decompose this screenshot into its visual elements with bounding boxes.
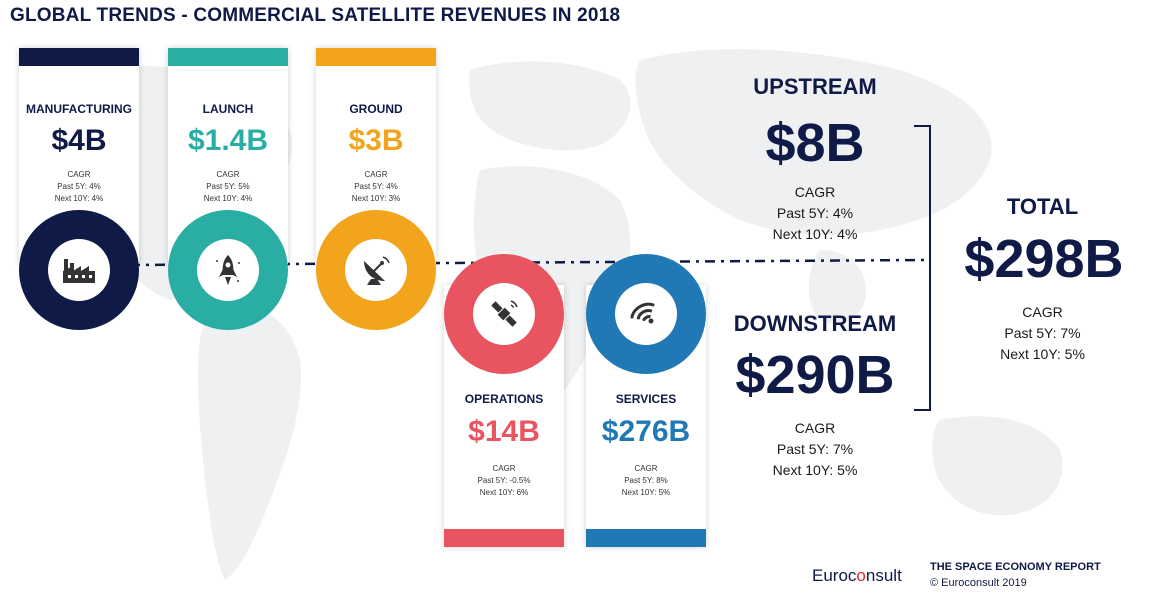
segment-circle-manufacturing (19, 210, 139, 330)
segment-cagr-next: Next 10Y: 6% (479, 488, 529, 497)
total-cagr-next: Next 10Y: 5% (1000, 346, 1085, 362)
downstream-cagr-label: CAGR (794, 420, 836, 436)
upstream-label: UPSTREAM (753, 74, 877, 99)
copyright-text: © Euroconsult 2019 (930, 577, 1027, 589)
segment-name: OPERATIONS (464, 392, 544, 406)
total-label: TOTAL (1006, 194, 1079, 219)
segment-cagr-past: Past 5Y: -0.5% (477, 476, 531, 485)
segment-cagr-label: CAGR (492, 464, 516, 473)
segment-cagr-past: Past 5Y: 5% (206, 182, 250, 191)
upstream-cagr-next: Next 10Y: 4% (772, 226, 858, 242)
segment-cagr-next: Next 10Y: 3% (351, 194, 401, 203)
upstream-value: $8B (765, 113, 865, 173)
total-value: $298B (964, 229, 1124, 289)
segment-cagr-past: Past 5Y: 4% (354, 182, 398, 191)
downstream-value: $290B (735, 345, 895, 405)
segment-cagr-label: CAGR (216, 170, 240, 179)
segment-circle-ground (316, 210, 436, 330)
segment-name: GROUND (349, 102, 403, 116)
logo-text-end: nsult (865, 566, 902, 585)
report-title: THE SPACE ECONOMY REPORT (930, 561, 1101, 573)
segment-circle-launch (168, 210, 288, 330)
segment-circle-operations (444, 254, 564, 374)
logo-text-o: o (856, 566, 866, 585)
segment-color-strip (19, 48, 139, 66)
segment-color-strip (586, 529, 706, 547)
segment-cagr-label: CAGR (364, 170, 388, 179)
bracket (914, 125, 931, 411)
upstream-cagr-label: CAGR (794, 184, 836, 200)
segment-cagr-next: Next 10Y: 4% (54, 194, 104, 203)
factory-icon (63, 259, 95, 283)
segment-value: $4B (51, 124, 107, 157)
segment-color-strip (168, 48, 288, 66)
upstream-cagr-past: Past 5Y: 4% (776, 205, 854, 221)
segment-cagr-next: Next 10Y: 4% (203, 194, 253, 203)
segment-cagr-next: Next 10Y: 5% (621, 488, 671, 497)
page-title: GLOBAL TRENDS - COMMERCIAL SATELLITE REV… (10, 5, 621, 26)
rocket-icon (216, 255, 240, 285)
segment-value: $14B (468, 415, 540, 448)
downstream-cagr-next: Next 10Y: 5% (772, 462, 858, 478)
segment-value: $1.4B (187, 124, 269, 157)
segment-name: LAUNCH (202, 102, 254, 116)
segment-color-strip (444, 529, 564, 547)
wifi-icon (630, 302, 655, 324)
segment-cagr-label: CAGR (634, 464, 658, 473)
segment-color-strip (316, 48, 436, 66)
segment-circle-services (586, 254, 706, 374)
euroconsult-logo: Euroconsult (812, 566, 902, 586)
logo-text-start: Euroc (812, 566, 857, 585)
total-cagr-label: CAGR (1022, 304, 1063, 320)
segment-cagr-label: CAGR (67, 170, 91, 179)
segment-cagr-past: Past 5Y: 4% (57, 182, 101, 191)
segment-value: $3B (348, 124, 404, 157)
satellite-icon (491, 300, 518, 327)
downstream-cagr-past: Past 5Y: 7% (776, 441, 854, 457)
downstream-label: DOWNSTREAM (733, 311, 897, 336)
segment-value: $276B (601, 415, 691, 448)
segment-cagr-past: Past 5Y: 8% (624, 476, 668, 485)
satellite-dish-icon (364, 256, 390, 285)
total-cagr-past: Past 5Y: 7% (1004, 325, 1081, 341)
segment-name: SERVICES (615, 392, 677, 406)
segment-name: MANUFACTURING (26, 102, 132, 116)
